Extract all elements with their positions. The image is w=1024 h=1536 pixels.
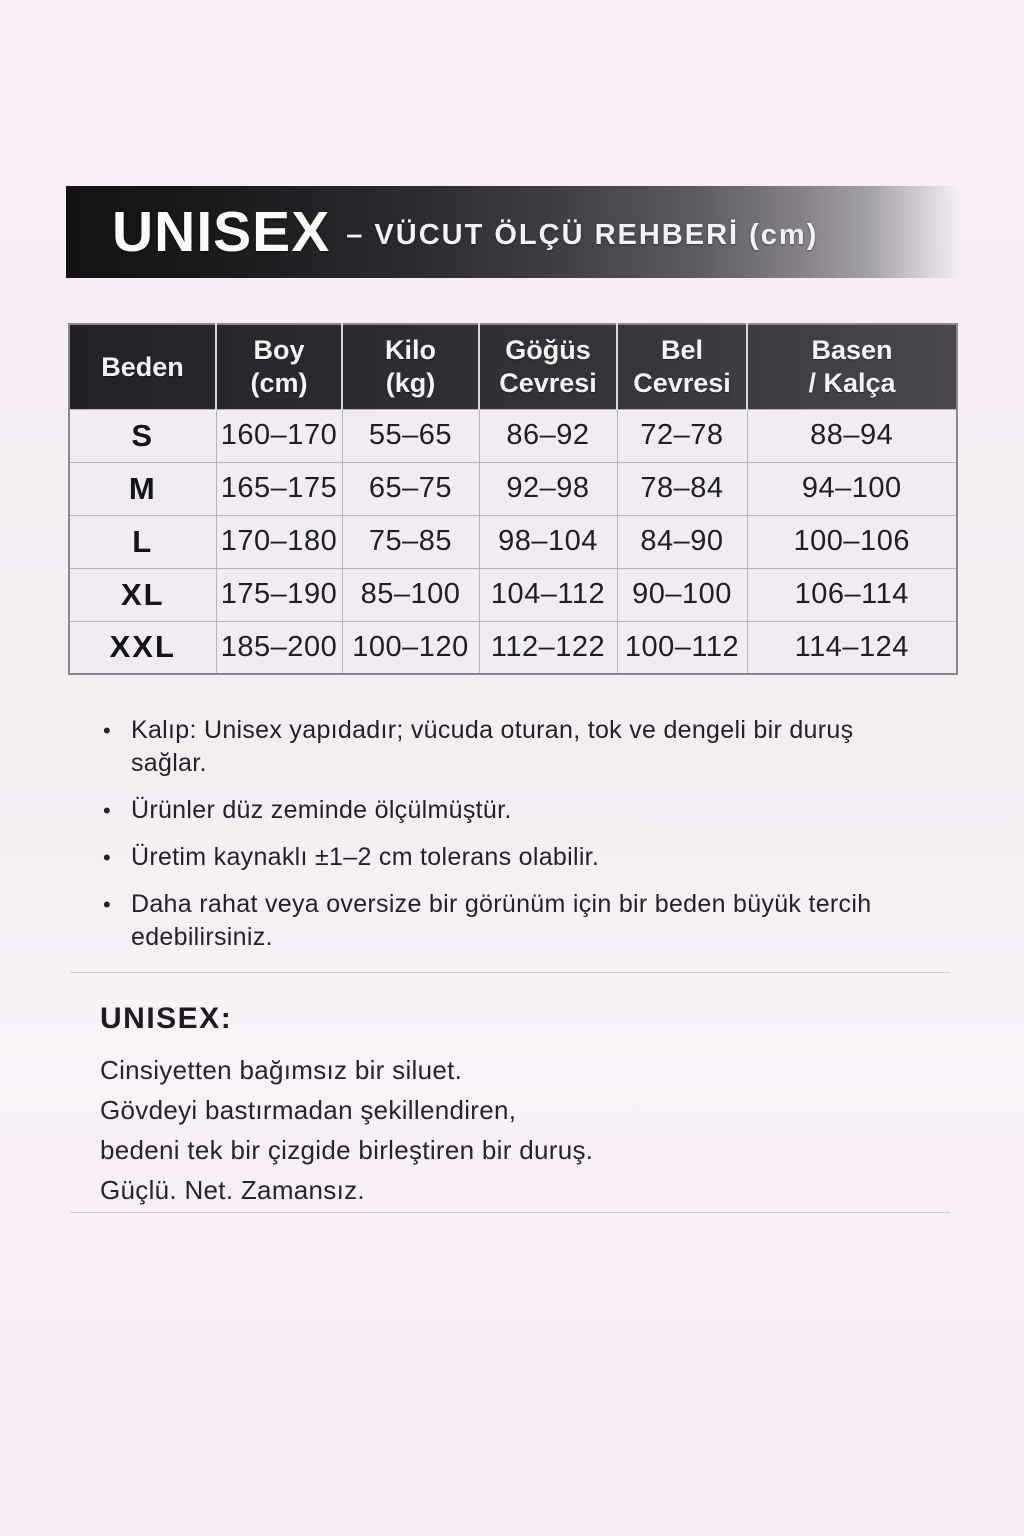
cell-hip: 94–100	[746, 461, 958, 516]
list-item: • Kalıp: Unisex yapıdadır; vücuda oturan…	[103, 714, 933, 780]
cell-height: 185–200	[215, 620, 343, 675]
cell-size: S	[68, 408, 217, 463]
cell-hip: 106–114	[746, 567, 958, 622]
column-header-weight: Kilo (kg)	[341, 324, 479, 409]
cell-height: 160–170	[215, 408, 343, 463]
size-table-header-row: Beden Boy (cm) Kilo (kg) Göğüs Cevresi B…	[69, 324, 957, 409]
cell-chest: 112–122	[478, 620, 618, 675]
cell-size: XXL	[68, 620, 217, 675]
cell-size: M	[68, 461, 217, 516]
title-banner: UNISEX – VÜCUT ÖLÇÜ REHBERİ (cm)	[66, 186, 960, 278]
cell-waist: 84–90	[616, 514, 748, 569]
cell-chest: 86–92	[478, 408, 618, 463]
cell-height: 175–190	[215, 567, 343, 622]
notes-list: • Kalıp: Unisex yapıdadır; vücuda oturan…	[103, 714, 933, 968]
description-line: bedeni tek bir çizgide birleştiren bir d…	[100, 1135, 594, 1165]
note-text: Daha rahat veya oversize bir görünüm içi…	[131, 890, 872, 951]
cell-waist: 78–84	[616, 461, 748, 516]
note-text: Kalıp: Unisex yapıdadır; vücuda oturan, …	[131, 716, 854, 777]
cell-hip: 100–106	[746, 514, 958, 569]
cell-hip: 88–94	[746, 408, 958, 463]
cell-chest: 98–104	[478, 514, 618, 569]
description-line: Güçlü. Net. Zamansız.	[100, 1175, 365, 1205]
bullet-icon: •	[103, 892, 112, 917]
banner-title: UNISEX	[112, 199, 331, 264]
bullet-icon: •	[103, 798, 112, 823]
description-line: Gövdeyi bastırmadan şekillendiren,	[100, 1095, 517, 1125]
cell-weight: 55–65	[341, 408, 480, 463]
cell-height: 165–175	[215, 461, 343, 516]
cell-height: 170–180	[215, 514, 343, 569]
column-header-height: Boy (cm)	[215, 324, 342, 409]
list-item: • Ürünler düz zeminde ölçülmüştür.	[103, 794, 933, 827]
description-section: UNISEX: Cinsiyetten bağımsız bir siluet.…	[100, 1002, 940, 1210]
description-line: Cinsiyetten bağımsız bir siluet.	[100, 1055, 463, 1085]
list-item: • Daha rahat veya oversize bir görünüm i…	[103, 888, 933, 954]
cell-waist: 100–112	[616, 620, 748, 675]
cell-size: L	[68, 514, 217, 569]
cell-weight: 100–120	[341, 620, 480, 675]
divider-line	[70, 972, 950, 973]
cell-hip: 114–124	[746, 620, 958, 675]
table-row-l: L 170–180 75–85 98–104 84–90 100–106	[68, 514, 958, 569]
note-text: Ürünler düz zeminde ölçülmüştür.	[131, 796, 512, 824]
column-header-hip: Basen / Kalça	[746, 324, 957, 409]
size-table: Beden Boy (cm) Kilo (kg) Göğüs Cevresi B…	[68, 323, 958, 675]
cell-weight: 65–75	[341, 461, 480, 516]
cell-weight: 85–100	[341, 567, 480, 622]
table-row-xl: XL 175–190 85–100 104–112 90–100 106–114	[68, 567, 958, 622]
cell-waist: 72–78	[616, 408, 748, 463]
column-header-waist: Bel Cevresi	[616, 324, 747, 409]
bullet-icon: •	[103, 718, 112, 743]
divider-line	[70, 1212, 950, 1213]
table-row-xxl: XXL 185–200 100–120 112–122 100–112 114–…	[68, 620, 958, 675]
cell-weight: 75–85	[341, 514, 480, 569]
note-text: Üretim kaynaklı ±1–2 cm tolerans olabili…	[131, 843, 600, 871]
column-header-chest: Göğüs Cevresi	[478, 324, 617, 409]
list-item: • Üretim kaynaklı ±1–2 cm tolerans olabi…	[103, 841, 933, 874]
description-heading: UNISEX:	[100, 1002, 233, 1035]
cell-chest: 104–112	[478, 567, 618, 622]
cell-size: XL	[68, 567, 217, 622]
bullet-icon: •	[103, 845, 112, 870]
table-row-m: M 165–175 65–75 92–98 78–84 94–100	[68, 461, 958, 516]
cell-chest: 92–98	[478, 461, 618, 516]
table-row-s: S 160–170 55–65 86–92 72–78 88–94	[68, 408, 958, 463]
column-header-size: Beden	[101, 351, 184, 382]
cell-waist: 90–100	[616, 567, 748, 622]
banner-subtitle: – VÜCUT ÖLÇÜ REHBERİ (cm)	[346, 218, 819, 251]
